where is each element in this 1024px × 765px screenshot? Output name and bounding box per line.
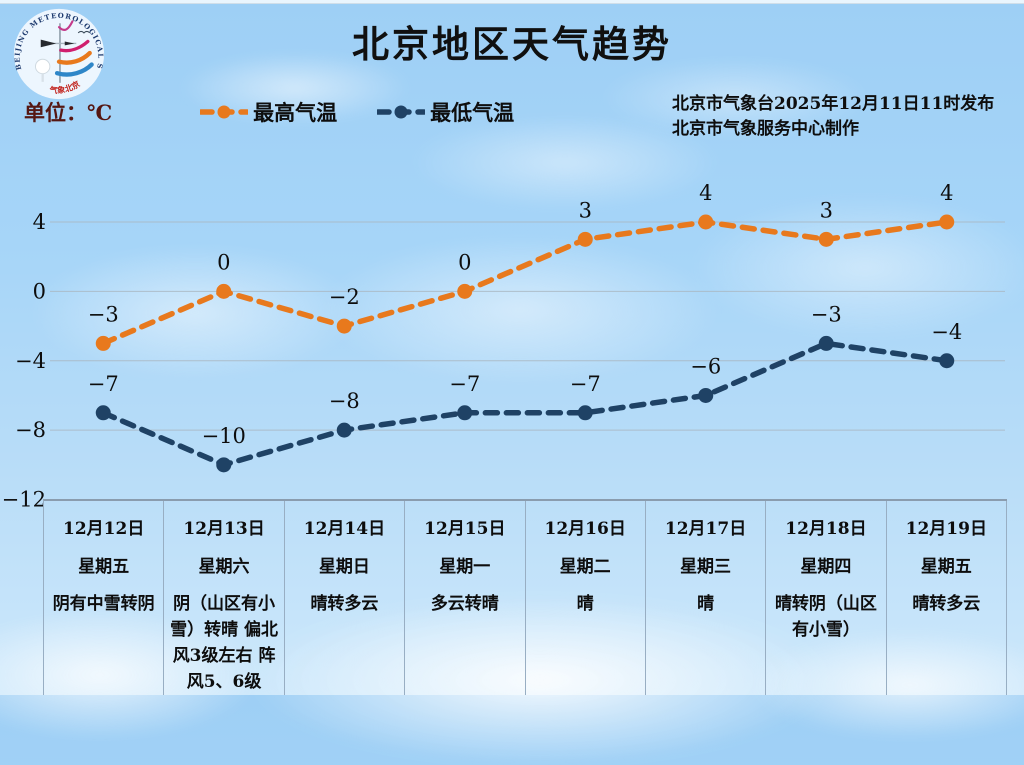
issued-line: 北京市气象台2025年12月11日11时发布 — [672, 94, 995, 114]
data-point — [457, 283, 473, 299]
forecast-table: 12月12日 星期五 阴有中雪转阴 12月13日 星期六 阴（山区有小雪）转晴 偏北风3级… — [43, 499, 1007, 695]
day-column: 12月17日 星期三晴 — [646, 501, 767, 695]
data-point-label: −8 — [329, 389, 360, 413]
data-point-label: −2 — [329, 285, 360, 309]
y-tick-label: −4 — [15, 349, 46, 373]
data-point — [95, 335, 111, 351]
data-point — [939, 214, 955, 230]
data-point — [336, 422, 352, 438]
day-date: 12月14日 — [303, 519, 386, 539]
min-temp-line — [100, 340, 950, 468]
day-column: 12月18日 星期四晴转阴（山区有小雪） — [766, 501, 887, 695]
data-point — [577, 405, 593, 421]
day-date: 12月17日 — [664, 519, 747, 539]
data-point-label: −7 — [88, 372, 119, 396]
logo-wind-vane-tail — [64, 41, 75, 46]
data-point-label: −6 — [690, 354, 721, 378]
day-date: 12月13日 — [183, 519, 265, 539]
day-weather: 晴 — [697, 594, 715, 614]
day-weather: 晴转多云 — [912, 594, 981, 614]
top-edge-strip — [0, 0, 1024, 4]
unit-label: 单位：℃ — [24, 100, 113, 125]
data-point-label: 3 — [820, 198, 833, 222]
max-temp-line-marker-icon — [200, 105, 249, 119]
data-point-label: −7 — [570, 372, 601, 396]
data-point-label: −3 — [811, 302, 842, 326]
logo-radome-stand — [41, 73, 44, 82]
data-point-label: −3 — [88, 302, 119, 326]
legend-label-max: 最高气温 — [253, 100, 338, 125]
y-tick-label: −12 — [2, 488, 46, 512]
y-tick-label: 4 — [33, 210, 46, 234]
day-weather: 阴有中雪转阴 — [52, 594, 155, 614]
trend-chart: 4 0 −4 −8 −12 −3 0 −2 0 3 4 3 4 −7 −10 −8 −7 −7 −6 −3 −4 — [2, 181, 1005, 512]
day-weekday: 星期一 — [439, 557, 491, 577]
data-point — [577, 231, 593, 247]
day-weekday: 星期四 — [800, 557, 852, 577]
day-date: 12月16日 — [544, 519, 626, 539]
day-weekday: 星期三 — [680, 557, 732, 577]
day-weekday: 星期五 — [920, 557, 972, 577]
y-tick-label: 0 — [33, 279, 46, 303]
data-point — [818, 231, 834, 247]
data-point — [818, 335, 834, 351]
logo-ribbon-magenta — [57, 20, 74, 31]
logo-wind-vane — [40, 39, 57, 48]
logo-ribbon-orange — [56, 50, 92, 65]
day-weather: 晴转多云 — [310, 594, 379, 614]
data-point-label: −10 — [202, 424, 246, 448]
day-date: 12月19日 — [905, 519, 987, 539]
logo-ribbon-red — [59, 39, 90, 53]
max-temp-line — [100, 219, 950, 347]
data-point — [698, 387, 714, 403]
data-point-label: 0 — [217, 250, 230, 274]
data-point — [457, 405, 473, 421]
day-date: 12月15日 — [424, 519, 506, 539]
data-point — [336, 318, 352, 334]
day-column: 12月13日 星期六阴（山区有小雪）转晴 偏北风3级左右 阵风5、6级 — [164, 501, 285, 695]
day-weekday: 星期六 — [198, 557, 250, 577]
data-point — [698, 214, 714, 230]
day-weather: 阴（山区有小雪）转晴 偏北风3级左右 阵风5、6级 — [170, 594, 279, 692]
data-point-label: −4 — [931, 320, 962, 344]
data-point — [216, 283, 232, 299]
day-weekday: 星期日 — [318, 557, 370, 577]
logo-ribbon-blue — [54, 62, 94, 77]
day-weather: 晴转阴（山区有小雪） — [774, 594, 877, 640]
legend-item-max: 最高气温 — [200, 97, 337, 127]
min-temp-line-marker-icon — [377, 105, 426, 119]
legend-row: 单位：℃ 最高气温 最低气温 — [24, 98, 554, 126]
page-title: 北京地区天气趋势 — [352, 22, 672, 66]
producer-line: 北京市气象服务中心制作 — [672, 119, 859, 139]
data-point-label: 0 — [458, 250, 471, 274]
logo-bird — [77, 30, 91, 34]
data-point-label: 3 — [579, 198, 592, 222]
day-column: 12月14日 星期日晴转多云 — [285, 501, 406, 695]
day-weekday: 星期二 — [559, 557, 611, 577]
beijing-meteorological-service-logo: BEIJING METEOROLOGICAL SERVICE 气象北京 — [10, 6, 105, 100]
day-column: 12月12日 星期五阴有中雪转阴 — [44, 501, 165, 695]
day-column: 12月16日 星期二晴 — [526, 501, 646, 695]
data-point-label: 4 — [699, 181, 712, 205]
data-point — [216, 457, 232, 473]
day-weather: 多云转晴 — [430, 594, 499, 614]
day-column: 12月15日 星期一多云转晴 — [405, 501, 526, 695]
legend-item-min: 最低气温 — [377, 97, 514, 127]
publisher-info: 北京市气象台2025年12月11日11时发布 北京市气象服务中心制作 — [672, 92, 994, 142]
y-tick-label: −8 — [15, 418, 46, 442]
legend-label-min: 最低气温 — [430, 100, 515, 125]
day-date: 12月12日 — [63, 519, 145, 539]
data-point — [95, 405, 111, 421]
day-date: 12月18日 — [785, 519, 867, 539]
day-weather: 晴 — [576, 594, 594, 614]
day-column: 12月19日 星期五晴转多云 — [887, 501, 1007, 695]
data-point-label: 4 — [940, 181, 953, 205]
data-point — [939, 353, 955, 369]
data-point-label: −7 — [449, 372, 480, 396]
day-weekday: 星期五 — [78, 557, 130, 577]
